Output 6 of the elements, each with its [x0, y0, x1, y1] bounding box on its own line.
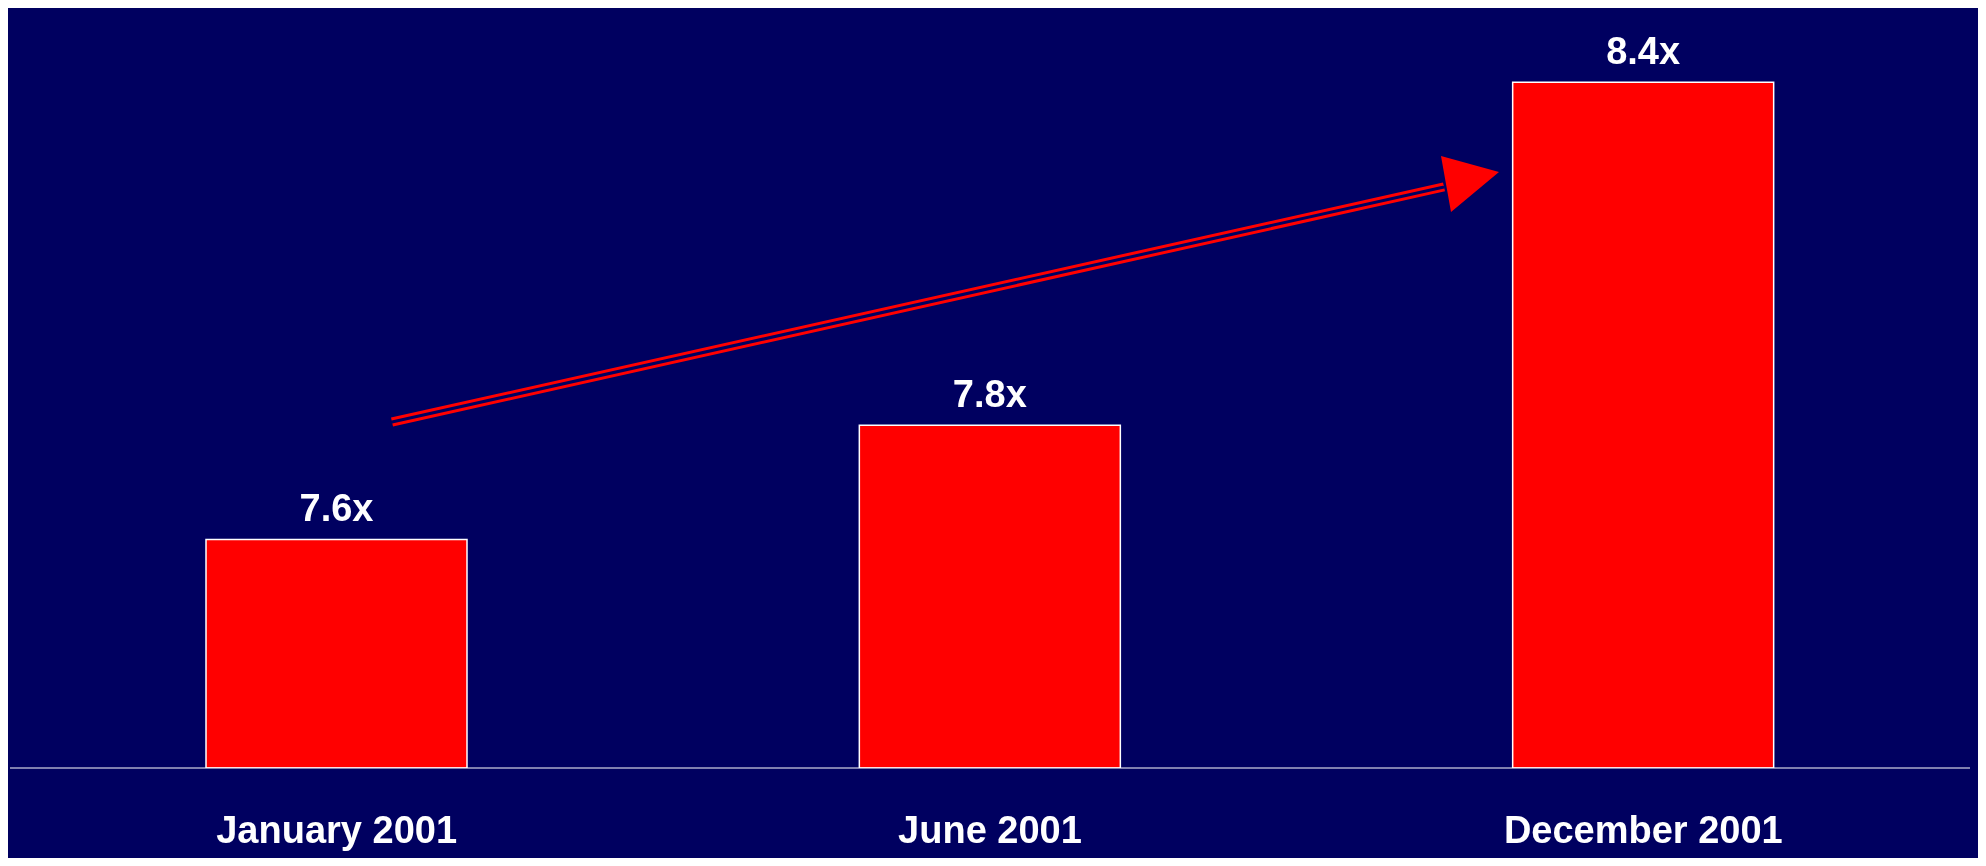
data-label: 7.8x — [952, 373, 1027, 416]
data-label: 8.4x — [1606, 30, 1681, 73]
data-label: 7.6x — [299, 487, 374, 530]
x-tick-label: December 2001 — [1503, 808, 1783, 851]
x-tick-label: June 2001 — [898, 808, 1082, 851]
x-tick-label: January 2001 — [216, 808, 458, 851]
